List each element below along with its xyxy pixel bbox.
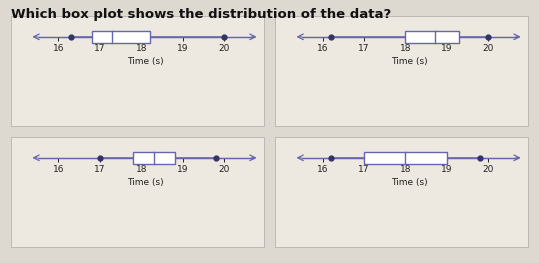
Text: Which box plot shows the distribution of the data?: Which box plot shows the distribution of… (11, 8, 391, 21)
Bar (405, 31, 459, 43)
X-axis label: Time (s): Time (s) (391, 178, 428, 187)
Bar (133, 152, 175, 164)
Bar (364, 152, 447, 164)
X-axis label: Time (s): Time (s) (127, 178, 164, 187)
X-axis label: Time (s): Time (s) (391, 57, 428, 66)
Bar (92, 31, 150, 43)
X-axis label: Time (s): Time (s) (127, 57, 164, 66)
